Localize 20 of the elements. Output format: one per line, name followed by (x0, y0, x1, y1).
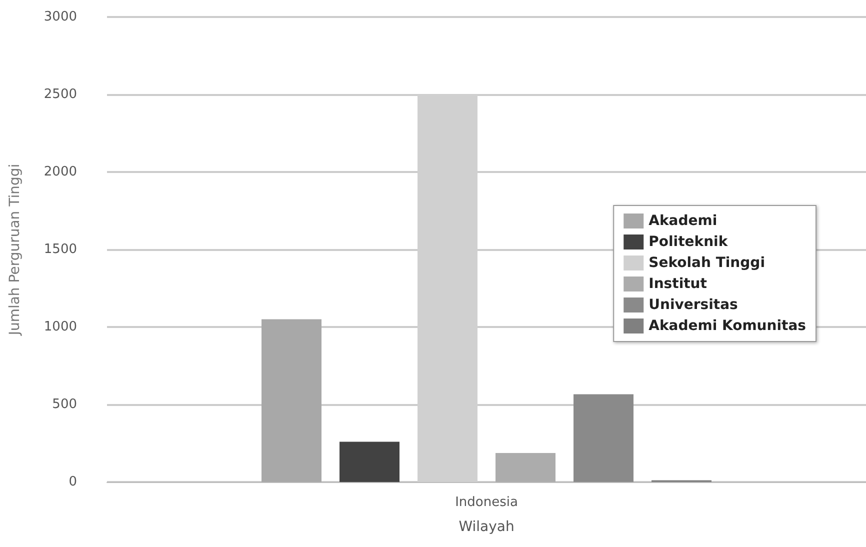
y-tick-label: 3000 (44, 10, 77, 24)
legend-label: Sekolah Tinggi (648, 255, 765, 271)
legend-label: Universitas (648, 297, 738, 313)
y-tick-label: 1500 (44, 242, 77, 257)
x-axis-title: Wilayah (458, 519, 514, 535)
legend-label: Politeknik (648, 234, 728, 250)
bar (574, 394, 634, 482)
y-tick-label: 1000 (44, 320, 77, 334)
y-axis-title: Jumlah Perguruan Tinggi (7, 164, 23, 336)
bar (496, 453, 556, 482)
x-tick-label: Indonesia (455, 495, 518, 510)
legend-label: Akademi (648, 213, 718, 229)
bar (340, 442, 400, 482)
y-tick-label: 2000 (44, 164, 77, 180)
y-tick-label: 2500 (44, 87, 77, 102)
y-tick-label: 0 (68, 474, 77, 490)
y-tick-label: 500 (52, 397, 77, 412)
legend-label: Institut (648, 276, 708, 292)
legend-label: Akademi Komunitas (648, 318, 806, 334)
bar (262, 319, 322, 482)
